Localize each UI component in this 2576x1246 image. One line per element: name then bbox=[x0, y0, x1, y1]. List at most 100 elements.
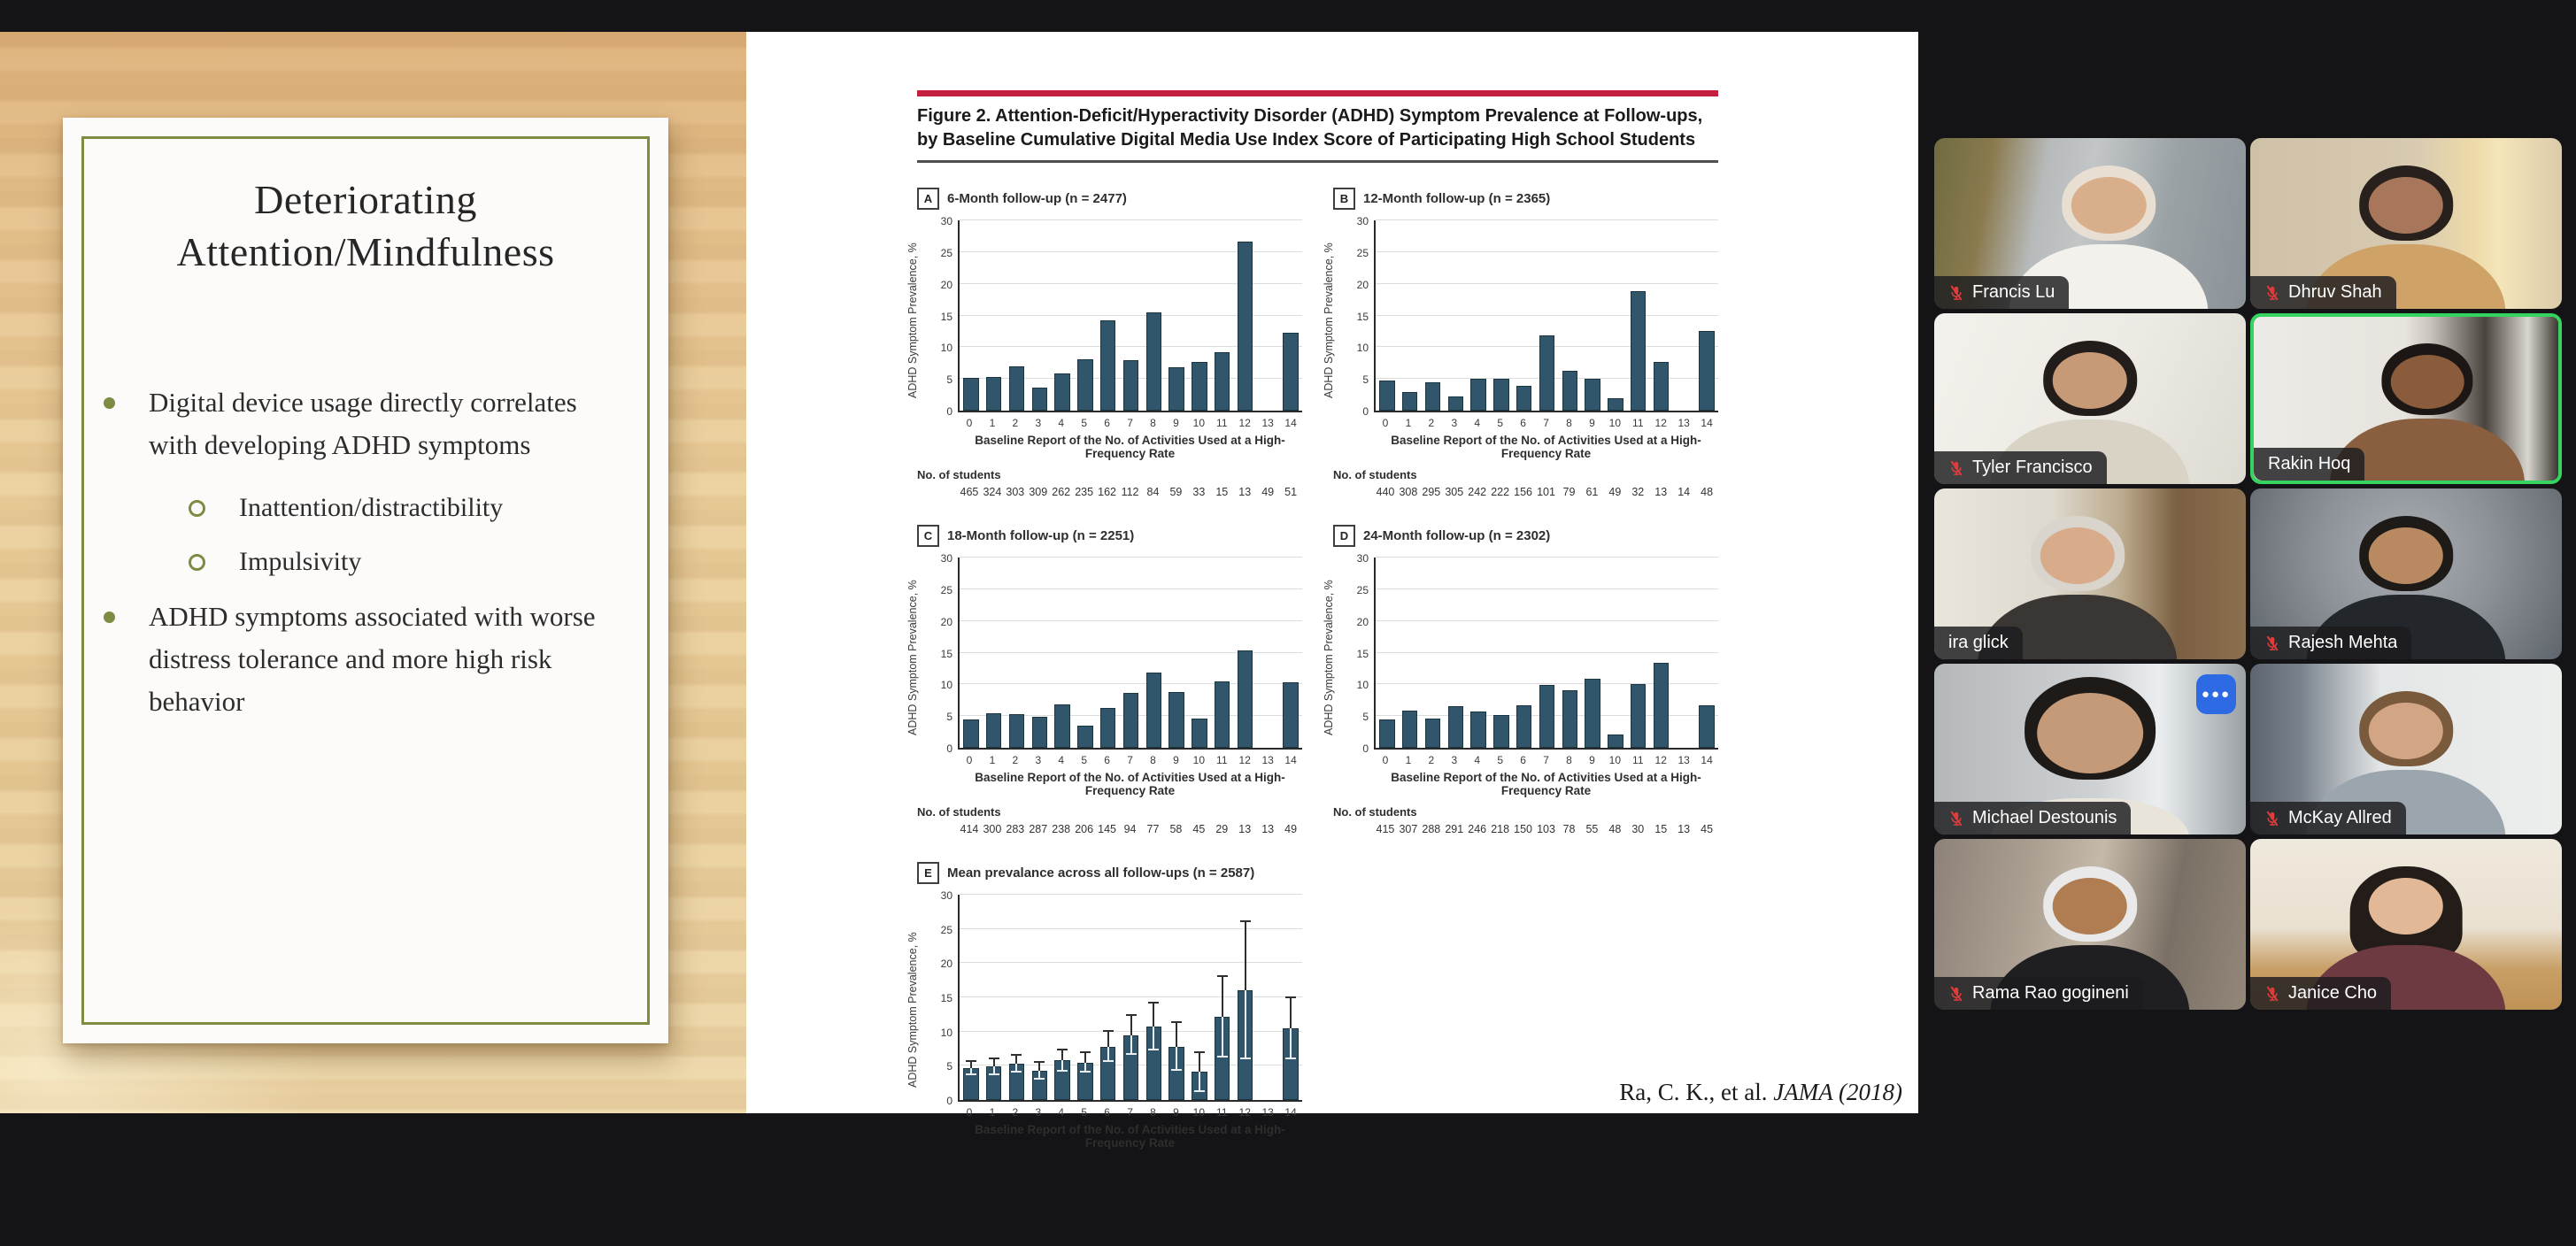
count-value: 303 bbox=[1006, 486, 1025, 498]
x-axis-label: Baseline Report of the No. of Activities… bbox=[975, 434, 1285, 460]
person-face bbox=[2368, 177, 2444, 235]
count-value: 15 bbox=[1654, 823, 1668, 835]
count-value: 13 bbox=[1261, 823, 1275, 835]
count-value: 242 bbox=[1468, 486, 1487, 498]
y-tick-label: 20 bbox=[940, 278, 953, 291]
count-value: 84 bbox=[1146, 486, 1160, 498]
x-tick-label: 0 bbox=[1382, 754, 1389, 766]
y-tick-label: 5 bbox=[946, 1060, 953, 1073]
figure-panels: A 6-Month follow-up (n = 2477) ADHD Symp… bbox=[906, 188, 1718, 1150]
x-tick-label: 5 bbox=[1081, 754, 1087, 766]
x-tick-label: 14 bbox=[1701, 417, 1713, 429]
participant-name: Michael Destounis bbox=[1972, 808, 2117, 827]
participant-name: ira glick bbox=[1948, 633, 2009, 652]
person-face bbox=[2368, 527, 2444, 585]
count-value: 156 bbox=[1514, 486, 1533, 498]
slide-bullet-list: Digital device usage directly correlates… bbox=[63, 381, 668, 723]
bar bbox=[1379, 719, 1395, 748]
bar bbox=[1608, 397, 1623, 411]
y-tick-label: 15 bbox=[940, 992, 953, 1004]
participant-tile-rama-rao-gogineni[interactable]: Rama Rao gogineni bbox=[1934, 839, 2246, 1010]
bar bbox=[1470, 379, 1486, 411]
x-tick-label: 11 bbox=[1632, 754, 1644, 766]
participant-tile-rajesh-mehta[interactable]: Rajesh Mehta bbox=[2250, 488, 2562, 659]
participant-tile-dhruv-shah[interactable]: Dhruv Shah bbox=[2250, 138, 2562, 309]
participant-name-label: Dhruv Shah bbox=[2250, 276, 2396, 309]
bar bbox=[985, 712, 1002, 748]
count-value: 308 bbox=[1399, 486, 1418, 498]
x-tick-label: 9 bbox=[1173, 754, 1179, 766]
x-tick-label: 14 bbox=[1701, 754, 1713, 766]
bar bbox=[1653, 662, 1670, 748]
x-tick-label: 0 bbox=[966, 1106, 973, 1119]
y-tick-label: 20 bbox=[940, 615, 953, 628]
y-tick-label: 20 bbox=[940, 958, 953, 971]
participant-tile-francis-lu[interactable]: Francis Lu bbox=[1934, 138, 2246, 309]
participant-name-label: ira glick bbox=[1934, 627, 2023, 659]
counts-label: No. of students bbox=[1333, 805, 1417, 819]
bar bbox=[1401, 710, 1418, 748]
muted-mic-icon bbox=[2266, 635, 2279, 650]
more-options-button[interactable]: ●●● bbox=[2196, 674, 2236, 714]
bar bbox=[1447, 396, 1464, 411]
count-value: 291 bbox=[1445, 823, 1464, 835]
count-value: 324 bbox=[983, 486, 1002, 498]
participant-name-label: Rajesh Mehta bbox=[2250, 627, 2412, 659]
count-value: 218 bbox=[1491, 823, 1510, 835]
participant-tile-ira-glick[interactable]: ira glick bbox=[1934, 488, 2246, 659]
count-value: 288 bbox=[1422, 823, 1441, 835]
bar bbox=[1192, 361, 1207, 411]
count-value: 45 bbox=[1701, 823, 1714, 835]
bar bbox=[1608, 734, 1623, 748]
count-value: 14 bbox=[1677, 486, 1691, 498]
x-tick-label: 5 bbox=[1081, 1106, 1087, 1119]
counts-label: No. of students bbox=[1333, 468, 1417, 481]
participant-name-label: McKay Allred bbox=[2250, 802, 2406, 835]
bar bbox=[963, 719, 979, 748]
person-face bbox=[2052, 878, 2128, 935]
count-value: 440 bbox=[1376, 486, 1395, 498]
panel-letter: C bbox=[917, 525, 939, 547]
bullet-disc-icon bbox=[104, 396, 115, 409]
bar bbox=[1630, 683, 1647, 748]
x-tick-label: 10 bbox=[1192, 417, 1206, 429]
y-tick-label: 25 bbox=[940, 923, 953, 936]
x-tick-label: 12 bbox=[1654, 754, 1667, 766]
x-tick-label: 7 bbox=[1543, 754, 1549, 766]
bar bbox=[1699, 330, 1715, 411]
panel-title: Mean prevalance across all follow-ups (n… bbox=[947, 865, 1255, 881]
panel-letter: B bbox=[1333, 188, 1355, 210]
bar bbox=[1031, 388, 1048, 411]
plot-area: ADHD Symptom Prevalence, % 0 5 10 15 20 25 30 bbox=[906, 552, 1302, 755]
x-tick-label: 11 bbox=[1632, 417, 1644, 429]
y-tick-label: 5 bbox=[1362, 373, 1369, 387]
bar bbox=[1145, 312, 1162, 411]
muted-mic-icon bbox=[1950, 285, 1963, 300]
bar bbox=[1585, 678, 1600, 748]
bar bbox=[1168, 366, 1184, 411]
person-face bbox=[2071, 177, 2147, 235]
figure-panel-a: A 6-Month follow-up (n = 2477) ADHD Symp… bbox=[906, 188, 1302, 498]
count-value: 287 bbox=[1029, 823, 1048, 835]
participant-name: Tyler Francisco bbox=[1972, 458, 2093, 477]
participant-tile-janice-cho[interactable]: Janice Cho bbox=[2250, 839, 2562, 1010]
figure-title: Figure 2. Attention-Deficit/Hyperactivit… bbox=[917, 106, 1703, 150]
participant-tile-rakin-hoq[interactable]: Rakin Hoq bbox=[2250, 313, 2562, 484]
y-tick-label: 5 bbox=[1362, 711, 1369, 724]
video-feed bbox=[2250, 138, 2562, 309]
participant-tile-michael-destounis[interactable]: ●●● Michael Destounis bbox=[1934, 664, 2246, 835]
y-axis-label: ADHD Symptom Prevalence, % bbox=[906, 580, 919, 735]
participant-name-label: Francis Lu bbox=[1934, 276, 2070, 309]
bar bbox=[1283, 682, 1299, 748]
x-tick-label: 3 bbox=[1035, 754, 1042, 766]
x-tick-label: 6 bbox=[1520, 417, 1526, 429]
participant-tile-tyler-francisco[interactable]: Tyler Francisco bbox=[1934, 313, 2246, 484]
y-tick-label: 30 bbox=[1356, 215, 1369, 227]
x-tick-label: 8 bbox=[1150, 1106, 1156, 1119]
count-value: 414 bbox=[960, 823, 979, 835]
muted-mic-icon bbox=[2266, 285, 2279, 300]
participant-name-label: Janice Cho bbox=[2250, 977, 2392, 1010]
person-face bbox=[2037, 692, 2143, 773]
participant-tile-mckay-allred[interactable]: McKay Allred bbox=[2250, 664, 2562, 835]
count-value: 262 bbox=[1052, 486, 1071, 498]
